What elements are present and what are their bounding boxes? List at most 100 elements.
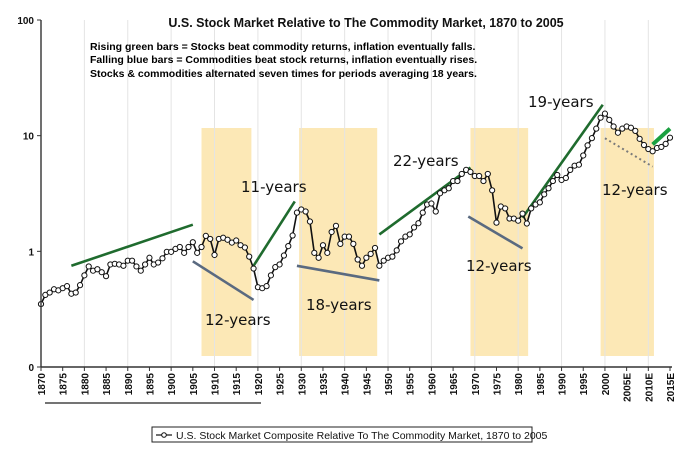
x-tick-label: 1870 (37, 373, 48, 396)
data-point (137, 267, 144, 274)
data-point (467, 168, 474, 176)
legend-label: U.S. Stock Market Composite Relative To … (176, 430, 548, 442)
x-tick-label: 1885 (102, 373, 113, 396)
data-point (185, 243, 192, 251)
data-point (324, 249, 331, 256)
data-point (250, 265, 257, 272)
data-point (246, 253, 253, 260)
data-point (267, 272, 275, 279)
y-tick-label: 10 (23, 132, 35, 143)
data-point (211, 251, 218, 259)
legend-box (151, 426, 533, 443)
data-point (406, 231, 413, 238)
x-tick-label: 1900 (167, 373, 178, 396)
data-point (233, 237, 240, 244)
falling-trend-line (192, 260, 255, 302)
data-point (46, 289, 53, 296)
data-point (142, 261, 149, 268)
x-tick-label: 1985 (536, 373, 547, 396)
data-point (410, 224, 418, 231)
data-point (640, 141, 648, 149)
data-point (168, 248, 175, 255)
data-point (658, 143, 665, 151)
gridlines (83, 20, 649, 367)
data-point (94, 266, 101, 273)
period-label: 12-years (466, 257, 532, 275)
x-tick-label: 2005E (623, 373, 634, 402)
data-point (397, 238, 405, 245)
x-tick-label: 1980 (514, 373, 525, 396)
data-point (476, 172, 483, 180)
x-tick-label: 1890 (124, 373, 135, 396)
data-point (194, 249, 201, 256)
x-tick-label: 1960 (427, 373, 438, 396)
data-point (567, 166, 574, 173)
falling-trend-line (604, 137, 654, 168)
data-point (85, 263, 92, 270)
x-tick-label: 1875 (59, 373, 70, 396)
period-label: 18-years (306, 296, 372, 314)
legend: U.S. Stock Market Composite Relative To … (151, 426, 548, 443)
axes (40, 20, 672, 368)
rising-trend-line (378, 166, 472, 236)
data-point (428, 200, 435, 207)
x-tick-label: 1910 (211, 373, 222, 396)
data-point (98, 269, 105, 276)
x-tick-label: 2010E (644, 373, 655, 402)
x-tick-label: 1950 (384, 373, 395, 396)
x-tick-label: 1880 (80, 373, 91, 396)
x-tick-labels: 1870 1875 1880 1885 1890 1895 1900 1905 1910 1915… (37, 367, 677, 402)
annotations: 12-years 11-years 18-years 22-years 12-years… (205, 93, 668, 329)
data-point (63, 283, 71, 290)
x-tick-label: 1975 (492, 373, 503, 396)
data-point (545, 185, 552, 192)
data-point (133, 263, 140, 270)
data-series (37, 110, 674, 308)
data-point (302, 208, 309, 215)
data-point (198, 243, 205, 251)
data-point (549, 177, 556, 185)
x-tick-label: 1995 (579, 373, 590, 396)
data-point (306, 218, 314, 225)
data-point (502, 205, 509, 212)
data-point (176, 243, 183, 251)
falling-trend-line (467, 215, 524, 250)
data-point (636, 135, 643, 142)
data-point (415, 220, 422, 227)
data-point (610, 123, 617, 130)
data-point (480, 177, 487, 185)
data-point (146, 254, 153, 261)
data-point (419, 209, 426, 216)
period-label: 12-years (205, 311, 271, 329)
data-point (358, 262, 366, 269)
data-point (627, 124, 635, 131)
y-tick-label: 0 (28, 363, 34, 374)
x-tick-label: 1915 (232, 373, 243, 396)
data-point (493, 219, 500, 226)
data-point (445, 185, 452, 192)
data-point (120, 262, 127, 269)
x-tick-label: 1990 (558, 373, 569, 396)
data-point (528, 205, 535, 212)
data-point (484, 170, 491, 178)
data-point (354, 256, 361, 263)
x-tick-label: 1965 (449, 373, 460, 396)
data-point (363, 254, 370, 261)
period-label: 19-years (528, 93, 594, 111)
x-tick-label: 1970 (471, 373, 482, 396)
note-green: Rising green bars = Stocks beat commodit… (90, 41, 475, 53)
data-point (293, 209, 301, 216)
y-tick-label: 1 (28, 247, 34, 258)
data-point (606, 116, 613, 123)
data-point (454, 177, 461, 185)
x-tick-label: 1930 (297, 373, 308, 396)
y-tick-labels: 0 1 10 100 (17, 16, 41, 374)
x-tick-label: 1895 (145, 373, 156, 396)
rising-trend-line (651, 127, 672, 146)
data-point (562, 174, 569, 182)
data-point (666, 134, 674, 141)
data-point (519, 210, 526, 217)
data-point (263, 283, 270, 290)
data-point (376, 262, 383, 269)
